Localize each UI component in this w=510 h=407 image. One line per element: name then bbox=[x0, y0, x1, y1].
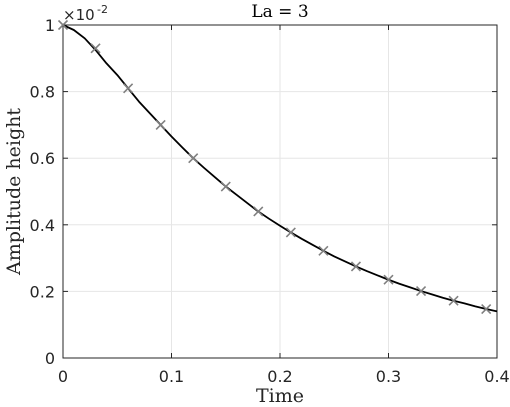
x-marker bbox=[448, 295, 459, 306]
x-marker-stroke bbox=[123, 83, 134, 94]
x-marker-stroke bbox=[188, 153, 199, 164]
x-marker bbox=[220, 181, 231, 192]
x-marker bbox=[318, 245, 329, 256]
exponent-base: ×10 bbox=[63, 6, 95, 24]
tick-labels: 0 0.1 0.2 0.3 0.4 0 0.2 0.4 0.6 0.8 1 bbox=[30, 16, 510, 386]
y-axis-exponent: ×10 -2 bbox=[63, 3, 108, 24]
x-tick-label: 0.3 bbox=[376, 367, 401, 386]
x-marker-stroke bbox=[155, 119, 166, 130]
x-marker bbox=[285, 227, 296, 238]
x-axis-label: Time bbox=[256, 385, 304, 407]
axis-ticks bbox=[62, 24, 498, 359]
x-tick-label: 0.2 bbox=[267, 367, 292, 386]
y-tick-label: 1 bbox=[45, 16, 55, 35]
x-marker-stroke bbox=[383, 274, 394, 285]
x-tick-label: 0.4 bbox=[484, 367, 509, 386]
x-marker-stroke bbox=[318, 245, 329, 256]
y-tick-label: 0.4 bbox=[30, 216, 55, 235]
y-tick-label: 0.2 bbox=[30, 282, 55, 301]
x-marker bbox=[383, 274, 394, 285]
x-marker-stroke bbox=[481, 303, 492, 315]
x-tick-label: 0 bbox=[58, 367, 68, 386]
x-marker bbox=[415, 286, 427, 297]
x-marker-stroke bbox=[448, 295, 459, 306]
x-marker-stroke bbox=[285, 227, 296, 238]
y-axis-label: Amplitude height bbox=[3, 108, 25, 276]
series-line bbox=[62, 24, 498, 313]
exponent-power: -2 bbox=[97, 3, 108, 16]
x-marker-stroke bbox=[57, 19, 69, 31]
x-marker-stroke bbox=[90, 43, 101, 54]
x-marker bbox=[90, 43, 101, 54]
y-tick-label: 0.6 bbox=[30, 149, 55, 168]
x-marker-stroke bbox=[220, 181, 231, 192]
x-marker bbox=[253, 206, 264, 217]
x-marker bbox=[123, 83, 134, 94]
x-marker bbox=[188, 153, 199, 164]
y-tick-label: 0 bbox=[45, 349, 55, 368]
series-layer bbox=[57, 19, 498, 315]
x-tick-label: 0.1 bbox=[159, 367, 184, 386]
x-marker-stroke bbox=[415, 286, 427, 297]
y-tick-label: 0.8 bbox=[30, 83, 55, 102]
x-marker bbox=[57, 19, 69, 31]
x-marker bbox=[481, 303, 492, 315]
grid-lines bbox=[63, 25, 497, 358]
x-marker bbox=[350, 261, 362, 272]
x-marker-stroke bbox=[350, 261, 362, 272]
x-marker-stroke bbox=[253, 206, 264, 217]
x-marker bbox=[155, 119, 166, 130]
chart-title: La = 3 bbox=[251, 2, 308, 22]
